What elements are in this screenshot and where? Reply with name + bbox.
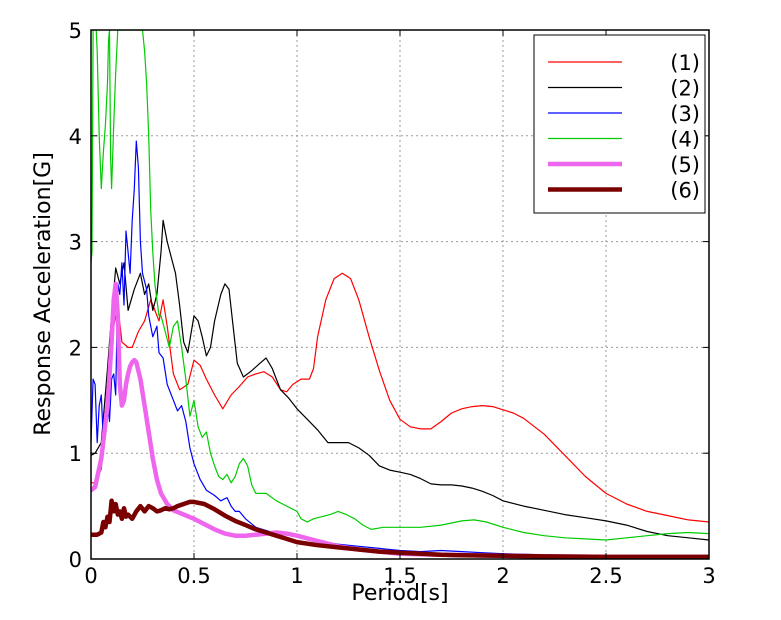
legend: (1)(2)(3)(4)(5)(6) [533, 34, 706, 214]
y-tick-label: 0 [69, 548, 82, 572]
y-tick-label: 1 [69, 442, 82, 466]
x-tick-label: 3 [702, 564, 715, 588]
legend-label-1: (1) [670, 51, 700, 75]
y-axis-label: Response Acceleration[G] [31, 152, 56, 436]
x-axis-label: Period[s] [351, 581, 448, 606]
y-tick-label: 2 [69, 336, 82, 360]
legend-label-3: (3) [670, 102, 700, 126]
series-line-3 [91, 140, 709, 558]
legend-label-6: (6) [670, 179, 700, 203]
x-tick-label: 0 [84, 564, 97, 588]
series-lines [91, 30, 709, 559]
y-tick-label: 3 [69, 231, 82, 255]
y-tick-label: 4 [69, 125, 82, 149]
x-tick-label: 2.5 [589, 564, 622, 588]
series-line-6 [91, 498, 709, 559]
x-tick-label: 1 [290, 564, 303, 588]
series-line-5 [91, 281, 709, 559]
x-tick-label: 0.5 [177, 564, 210, 588]
y-tick-label: 5 [69, 19, 82, 43]
legend-label-5: (5) [670, 153, 700, 177]
series-line-2 [91, 219, 709, 541]
x-tick-label: 2 [496, 564, 509, 588]
axis-ticks: 0 0.5 1 1.5 2 2.5 3 0 1 2 3 4 5 [69, 19, 716, 588]
x-tick-label: 1.5 [383, 564, 416, 588]
legend-label-2: (2) [670, 77, 700, 101]
legend-box [533, 34, 706, 214]
series-line-4 [91, 30, 709, 541]
legend-label-4: (4) [670, 128, 700, 152]
